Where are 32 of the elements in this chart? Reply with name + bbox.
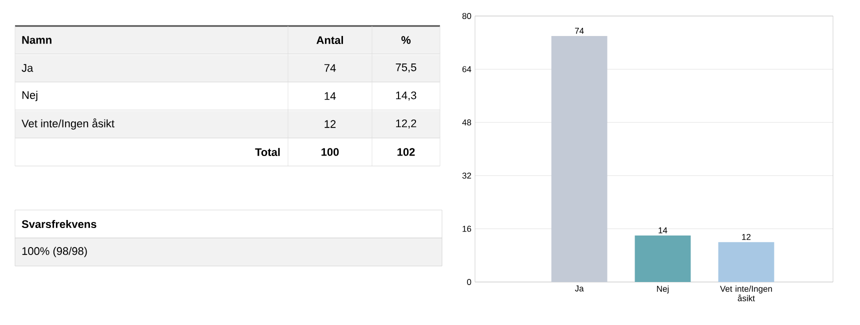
text: Namn bbox=[22, 36, 52, 44]
y-tick-label: 0 bbox=[467, 279, 472, 286]
text: Total bbox=[255, 148, 280, 156]
text: Nej bbox=[22, 90, 38, 102]
bar bbox=[634, 235, 691, 282]
y-tick-label: 48 bbox=[462, 119, 472, 126]
text: 100% (98/98) bbox=[22, 246, 87, 258]
text: Vet inte/Ingen åsikt bbox=[22, 118, 114, 130]
data-label: 14 bbox=[658, 227, 668, 234]
text: 12 bbox=[324, 120, 336, 128]
text: 102 bbox=[398, 148, 415, 156]
data-label: 12 bbox=[742, 234, 751, 240]
y-tick-label: 32 bbox=[462, 172, 472, 179]
text: 100 bbox=[322, 148, 339, 156]
text: % bbox=[401, 36, 411, 44]
x-tick-label: Nej bbox=[657, 286, 669, 294]
y-tick-label: 16 bbox=[462, 226, 472, 232]
x-tick-label: Vet inte/Ingen åsikt bbox=[720, 286, 772, 302]
y-tick-label: 64 bbox=[462, 66, 472, 72]
text: Antal bbox=[316, 36, 343, 44]
text: 14 bbox=[324, 92, 336, 100]
x-tick-label: Ja bbox=[574, 286, 584, 292]
text: 14,3 bbox=[396, 91, 416, 101]
bar bbox=[718, 242, 774, 282]
text: 12,2 bbox=[396, 119, 416, 129]
bar bbox=[551, 36, 608, 282]
y-tick-label: 80 bbox=[462, 13, 472, 20]
text: Ja bbox=[22, 64, 34, 72]
text: 75,5 bbox=[396, 64, 416, 72]
text: Svarsfrekvens bbox=[22, 220, 96, 228]
text: 74 bbox=[324, 64, 336, 72]
data-label: 74 bbox=[575, 28, 584, 34]
